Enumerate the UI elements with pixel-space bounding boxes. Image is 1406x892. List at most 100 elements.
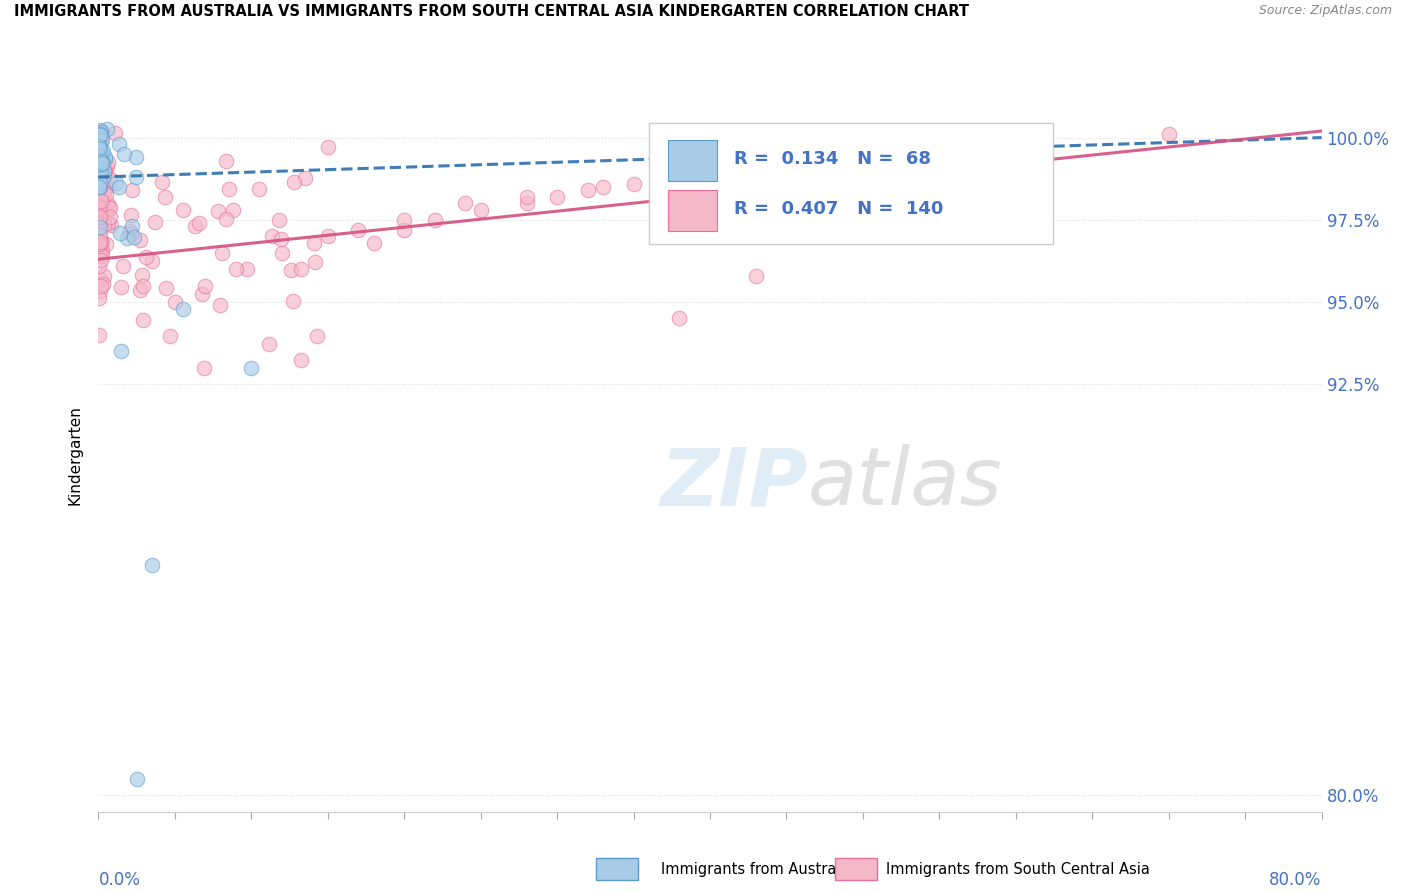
Point [112, 147, 135, 161]
Point [316, 229, 339, 244]
Text: R =  0.134   N =  68: R = 0.134 N = 68 [734, 151, 932, 169]
Point [90, 170, 112, 185]
Point [96, 195, 118, 210]
Point [104, 126, 127, 140]
Point [89, 228, 111, 243]
Point [93, 214, 115, 228]
Point [89, 139, 111, 153]
Point [236, 261, 259, 276]
Point [100, 172, 122, 186]
Point [546, 190, 568, 204]
Point [89, 125, 111, 139]
Point [89, 139, 111, 153]
Point [87, 175, 110, 189]
Point [87, 138, 110, 153]
Point [93, 153, 115, 167]
Point [1004, 137, 1026, 152]
Point [87, 186, 110, 200]
Point [454, 196, 477, 211]
Point [89, 154, 111, 169]
Text: Source: ZipAtlas.com: Source: ZipAtlas.com [1258, 4, 1392, 18]
Point [90, 157, 112, 171]
Text: R =  0.407   N =  140: R = 0.407 N = 140 [734, 201, 943, 219]
Point [218, 182, 240, 196]
Point [120, 227, 142, 241]
Point [129, 233, 152, 247]
Text: 0.0%: 0.0% [98, 871, 141, 889]
Text: atlas: atlas [808, 444, 1002, 523]
FancyBboxPatch shape [650, 123, 1053, 244]
Point [89, 127, 111, 141]
Point [87, 236, 110, 251]
Point [129, 283, 152, 297]
Point [194, 278, 217, 293]
Point [184, 219, 207, 234]
Point [90, 167, 112, 181]
Point [89, 180, 111, 194]
Point [89, 152, 111, 166]
Point [159, 329, 181, 343]
Point [110, 226, 132, 240]
Point [90, 126, 112, 140]
Point [87, 245, 110, 260]
Point [104, 176, 127, 190]
Point [87, 202, 110, 217]
Point [90, 127, 112, 141]
Point [775, 157, 797, 171]
Point [270, 232, 292, 246]
Point [516, 196, 538, 211]
Point [280, 262, 302, 277]
Point [516, 190, 538, 204]
Point [93, 186, 115, 201]
Point [96, 187, 118, 202]
Point [108, 137, 131, 152]
Point [316, 140, 339, 154]
Point [91, 144, 114, 158]
Point [89, 158, 111, 172]
Point [90, 134, 112, 148]
Point [89, 219, 111, 234]
Point [131, 268, 153, 282]
Point [187, 216, 209, 230]
Point [90, 164, 112, 178]
Point [221, 203, 243, 218]
Point [94, 162, 117, 177]
Point [89, 176, 111, 190]
Point [89, 193, 111, 207]
Point [592, 180, 614, 194]
Point [576, 183, 599, 197]
Point [423, 212, 446, 227]
Point [121, 183, 143, 197]
Point [89, 133, 111, 147]
Point [207, 203, 229, 218]
Point [208, 297, 231, 311]
Point [143, 215, 166, 229]
Point [89, 227, 111, 242]
Point [699, 163, 721, 178]
Point [745, 268, 768, 283]
Point [89, 245, 111, 260]
Point [290, 352, 312, 367]
Point [94, 150, 117, 164]
Point [270, 245, 294, 260]
Point [115, 231, 138, 245]
Point [89, 155, 111, 169]
Point [91, 155, 114, 169]
Point [87, 197, 110, 211]
Point [155, 281, 177, 295]
Point [107, 179, 129, 194]
Point [98, 210, 121, 224]
Point [87, 149, 110, 163]
Point [100, 218, 122, 232]
Point [89, 207, 111, 221]
Point [307, 329, 329, 343]
Point [90, 249, 112, 263]
Point [90, 153, 112, 168]
Text: Immigrants from Australia: Immigrants from Australia [661, 863, 853, 877]
Point [96, 161, 118, 175]
Point [90, 162, 112, 177]
Point [132, 279, 155, 293]
Point [90, 133, 112, 147]
Point [87, 124, 110, 138]
Point [163, 295, 186, 310]
